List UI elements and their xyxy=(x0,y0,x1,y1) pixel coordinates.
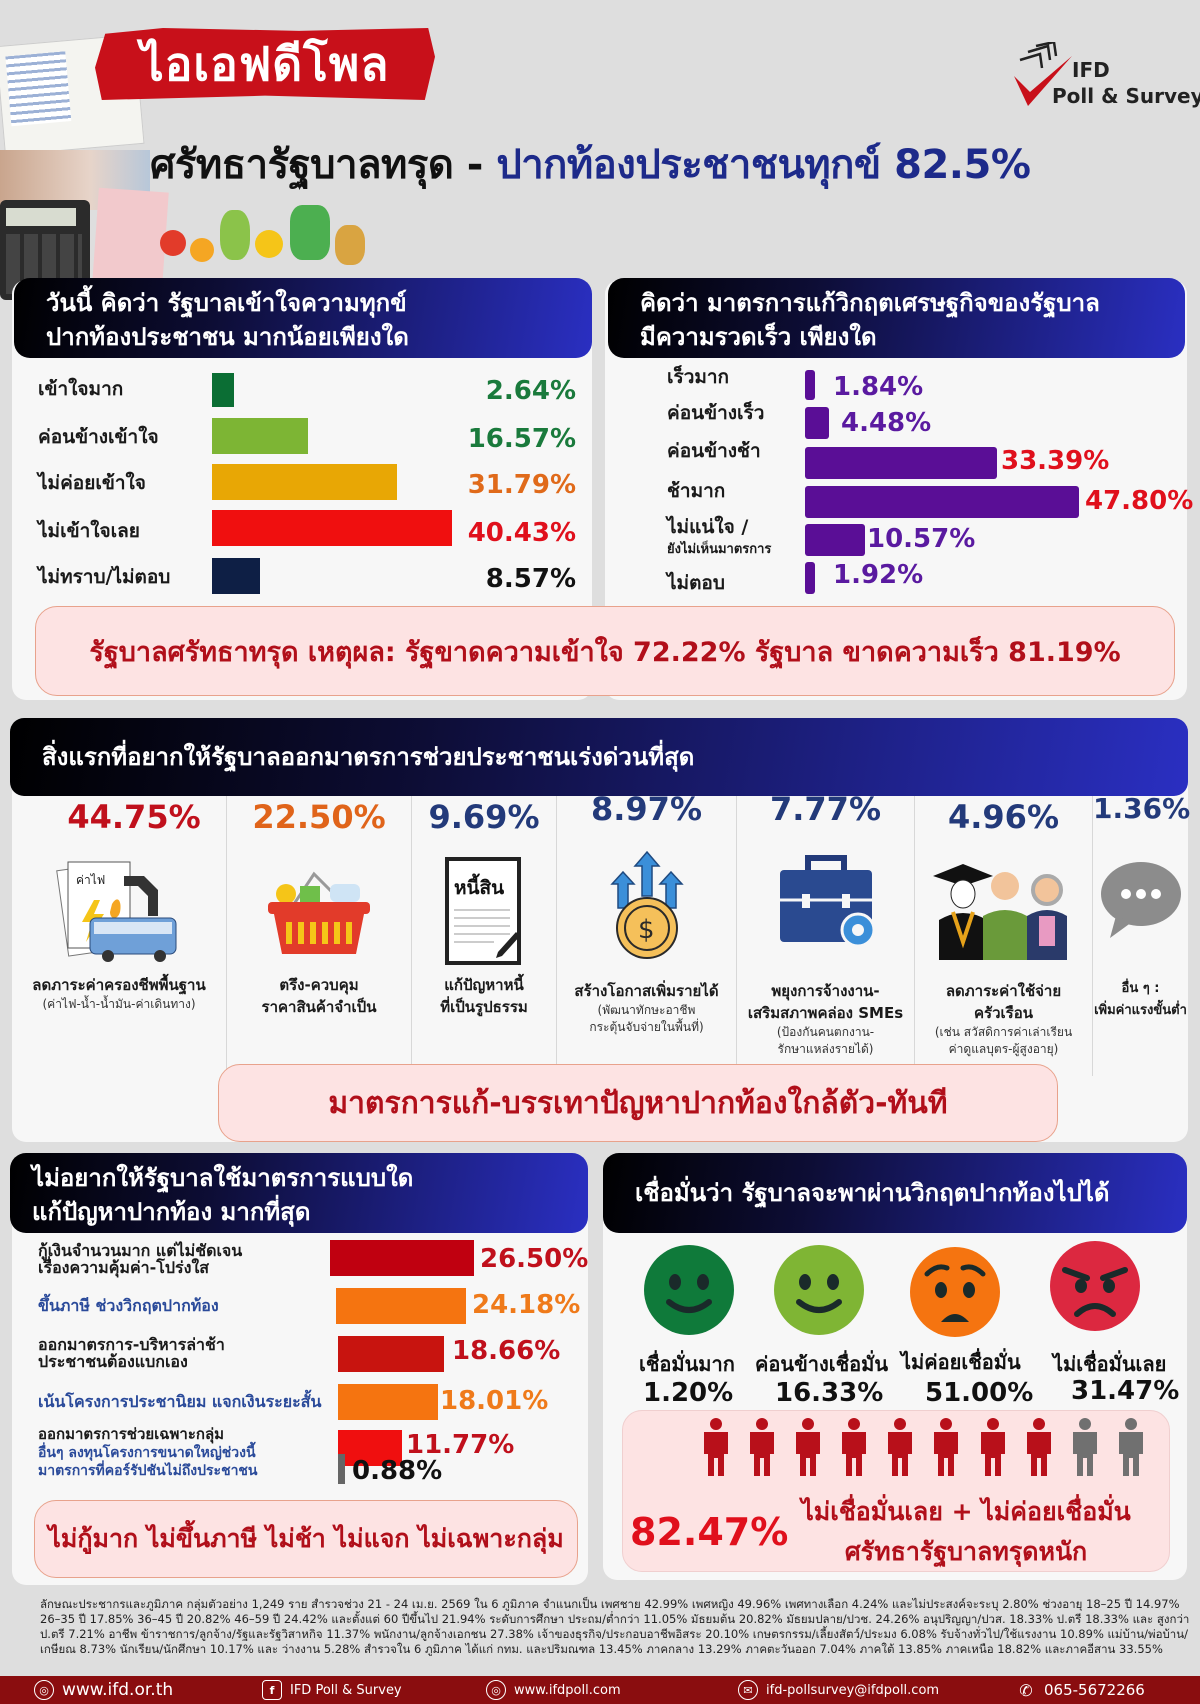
utility-bill-bus-icon: ค่าไฟ xyxy=(56,861,177,962)
understanding-header: วันนี้ คิดว่า รัฐบาลเข้าใจความทุกข์ ปากท… xyxy=(14,278,592,358)
priorities-grid: 44.75% ค่าไฟ ลดภาระค่าครองชีพพื้นฐาน (ค่… xyxy=(12,790,1191,1076)
footer-facebook[interactable]: f IFD Poll & Survey xyxy=(262,1680,402,1700)
globe-icon: ◎ xyxy=(486,1680,506,1700)
footer-email[interactable]: ✉ ifd-pollsurvey@ifdpoll.com xyxy=(738,1680,939,1700)
person-icon xyxy=(1026,1418,1051,1476)
confidence-faces: เชื่อมั่นมาก ค่อนข้างเชื่อมั่น ไม่ค่อยเช… xyxy=(603,1236,1187,1408)
methodology-footnote: ลักษณะประชากรและภูมิภาค กลุ่มตัวอย่าง 1,… xyxy=(40,1597,1190,1656)
bar xyxy=(338,1384,438,1420)
svg-text:ค่าไฟ: ค่าไฟ xyxy=(76,873,105,887)
person-icon xyxy=(888,1418,913,1476)
summary-banner-priorities: มาตรการแก้-บรรเทาปัญหาปากท้องใกล้ตัว-ทัน… xyxy=(218,1064,1058,1142)
bar-row: ไม่ทราบ/ไม่ตอบ 8.57% xyxy=(12,558,592,598)
bar xyxy=(338,1454,345,1484)
checkmark-ballot-icon xyxy=(1014,42,1072,106)
very-happy-face-icon xyxy=(644,1245,734,1335)
phone-icon: ✆ xyxy=(1019,1680,1033,1700)
priority-item: 44.75% ค่าไฟ ลดภาระค่าครองชีพพื้นฐาน (ค่… xyxy=(12,796,227,1076)
confidence-caption: ไม่เชื่อมั่นเลย + ไม่ค่อยเชื่อมั่น ศรัทธ… xyxy=(801,1497,1131,1566)
envelope-icon: ✉ xyxy=(738,1680,758,1700)
understanding-chart: เข้าใจมาก 2.64% ค่อนข้างเข้าใจ 16.57% ไม… xyxy=(12,362,592,602)
coin-growth-icon: $ xyxy=(609,850,684,959)
bar xyxy=(805,407,829,439)
priority-item: 9.69% หนี้สิน แก้ปัญหาหนี้ ที่เป็นรูปธรร… xyxy=(412,796,557,1076)
people-pictogram xyxy=(700,1418,1143,1480)
page-title: ศรัทธารัฐบาลทรุด - ปากท้องประชาชนทุกข์ 8… xyxy=(150,142,1031,188)
person-icon xyxy=(704,1418,728,1476)
logo-text-ifd: IFD xyxy=(1072,58,1110,82)
confidence-header: เชื่อมั่นว่า รัฐบาลจะพาผ่านวิกฤตปากท้องไ… xyxy=(603,1153,1187,1233)
priorities-header: สิ่งแรกที่อยากให้รัฐบาลออกมาตรการช่วยประ… xyxy=(10,718,1188,796)
footer-website[interactable]: ◎ www.ifd.or.th xyxy=(34,1680,173,1700)
person-icon xyxy=(1118,1418,1143,1476)
bar xyxy=(330,1240,474,1276)
person-icon xyxy=(796,1418,821,1476)
happy-face-icon xyxy=(774,1245,864,1335)
summary-banner-unwanted: ไม่กู้มาก ไม่ขึ้นภาษี ไม่ช้า ไม่แจก ไม่เ… xyxy=(34,1500,578,1578)
bar xyxy=(336,1288,466,1324)
footer-poll-site[interactable]: ◎ www.ifdpoll.com xyxy=(486,1680,621,1700)
bar xyxy=(212,510,452,546)
priority-item: 7.77% พยุงการจ้างงาน- เสริมสภาพคล่อง SME… xyxy=(737,790,915,1076)
worried-face-icon xyxy=(910,1247,1000,1337)
brand-name: ไอเอฟดีโพล xyxy=(140,36,390,91)
svg-text:$: $ xyxy=(638,915,655,945)
bar xyxy=(805,486,1079,518)
unwanted-header: ไม่อยากให้รัฐบาลใช้มาตรการแบบใด แก้ปัญหา… xyxy=(10,1153,588,1233)
shopping-basket-icon xyxy=(268,871,370,954)
person-icon xyxy=(842,1418,867,1476)
bar xyxy=(805,370,815,400)
hero-collage-image xyxy=(0,30,190,303)
briefcase-gear-icon xyxy=(779,855,875,948)
globe-icon: ◎ xyxy=(34,1680,54,1700)
family-graduate-elderly-icon xyxy=(932,864,1067,960)
bar xyxy=(338,1430,402,1466)
speed-header: คิดว่า มาตรการแก้วิกฤตเศรษฐกิจของรัฐบาล … xyxy=(608,278,1185,358)
person-icon xyxy=(980,1418,1005,1476)
debt-document-icon: หนี้สิน xyxy=(445,857,521,965)
bar xyxy=(212,558,260,594)
footer-phone[interactable]: ✆ 065-5672266 xyxy=(1016,1680,1145,1700)
person-icon xyxy=(750,1418,775,1476)
priority-item: 4.96% ลดภาระค่าใช้จ่าย ครัวเรือน (เช่น ส… xyxy=(915,796,1093,1076)
bar xyxy=(805,562,815,594)
bar-row: ไม่เข้าใจเลย 40.43% xyxy=(12,510,592,550)
bar xyxy=(338,1336,444,1372)
priority-item: 8.97% $ สร้างโอกาสเพิ่มรายได้ (พัฒนาทักษ… xyxy=(557,790,737,1076)
groceries-image xyxy=(150,200,370,270)
bar-row: ไม่ค่อยเข้าใจ 31.79% xyxy=(12,464,592,504)
logo-text-poll-survey: Poll & Survey xyxy=(1052,84,1200,108)
bar xyxy=(212,464,397,500)
unwanted-chart: กู้เงินจำนวนมาก แต่ไม่ชัดเจน เรื่องความค… xyxy=(12,1236,588,1496)
bar xyxy=(212,418,308,454)
person-icon xyxy=(1072,1418,1097,1476)
priority-item: 1.36% อื่น ๆ : เพิ่มค่าแรงขั้นต่ำ xyxy=(1093,792,1191,1018)
confidence-big-value: 82.47% xyxy=(630,1510,789,1554)
person-icon xyxy=(934,1418,959,1476)
footer: ◎ www.ifd.or.th f IFD Poll & Survey ◎ ww… xyxy=(0,1676,1200,1704)
priority-item: 22.50% ตรึง-ควบคุม ราคาสินค้าจำเป็น xyxy=(227,796,412,1076)
bar-row: ค่อนข้างเข้าใจ 16.57% xyxy=(12,416,592,456)
facebook-icon: f xyxy=(262,1680,282,1700)
angry-face-icon xyxy=(1050,1241,1140,1331)
brand-banner: ไอเอฟดีโพล xyxy=(95,28,435,100)
unwanted-row-other: อื่นๆ ลงทุนโครงการขนาดใหญ่ช่วงนี้ มาตรกา… xyxy=(38,1445,443,1486)
bar xyxy=(805,524,865,556)
bar xyxy=(805,447,997,479)
ifd-logo: IFD Poll & Survey xyxy=(1000,20,1200,110)
summary-banner-understanding-speed: รัฐบาลศรัทธาทรุด เหตุผล: รัฐขาดความเข้าใ… xyxy=(35,606,1175,696)
svg-text:หนี้สิน: หนี้สิน xyxy=(454,873,504,899)
bar-row: เข้าใจมาก 2.64% xyxy=(12,368,592,408)
speed-chart: เร็วมาก 1.84% ค่อนข้างเร็ว 4.48% ค่อนข้า… xyxy=(667,366,1194,594)
bar xyxy=(212,373,234,407)
speech-bubble-icon xyxy=(1100,862,1181,938)
